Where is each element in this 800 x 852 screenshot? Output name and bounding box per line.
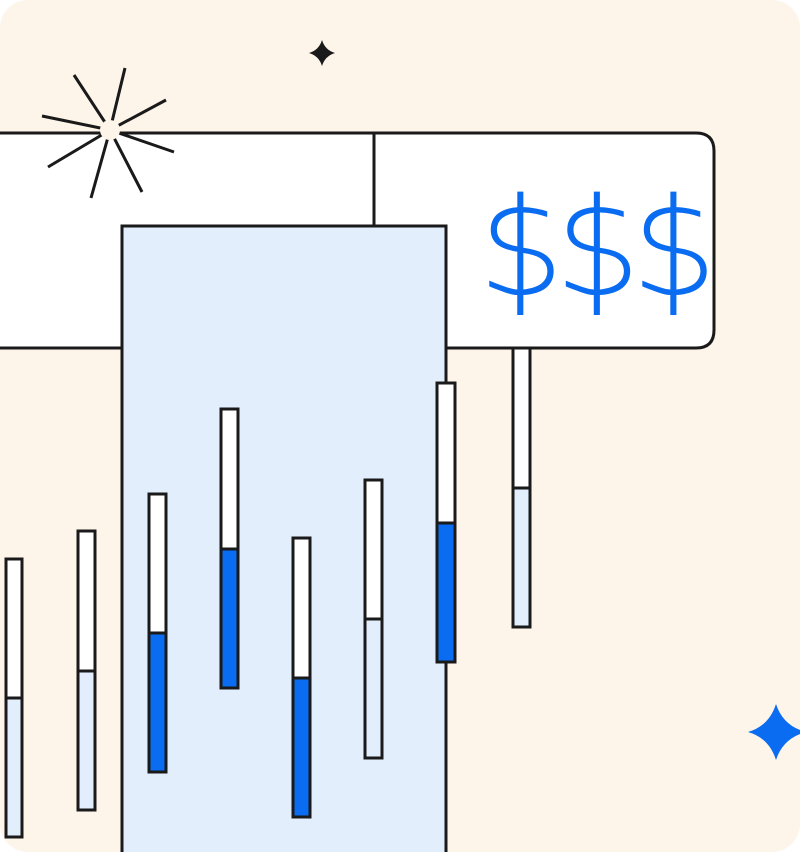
bar-5-top	[291, 536, 312, 680]
bar-7-top	[435, 381, 457, 525]
bar-3	[147, 492, 168, 774]
bar-4-fill	[219, 547, 240, 690]
bar-8-fill	[511, 486, 532, 629]
bar-8	[511, 346, 532, 629]
bar-1-fill	[4, 696, 24, 839]
bars-group	[4, 346, 532, 839]
blue-star-icon	[748, 704, 800, 760]
bar-2-top	[76, 529, 97, 673]
bar-1	[4, 557, 24, 839]
bar-7	[435, 381, 457, 664]
small-star-icon	[309, 40, 335, 66]
bar-5-fill	[291, 676, 312, 819]
bar-6-fill	[363, 617, 384, 760]
bar-5	[291, 536, 312, 819]
bar-8-top	[511, 346, 532, 490]
bar-3-top	[147, 492, 168, 635]
bar-2-fill	[76, 669, 97, 812]
bar-1-top	[4, 557, 24, 700]
bar-4	[219, 407, 240, 690]
bar-3-fill	[147, 631, 168, 774]
bar-4-top	[219, 407, 240, 551]
bar-6	[363, 478, 384, 760]
dollar-signs-text: $$$	[478, 170, 708, 328]
sparkle-burst-center	[100, 120, 120, 140]
bar-2	[76, 529, 97, 812]
bar-6-top	[363, 478, 384, 621]
blue-panel	[120, 224, 448, 852]
sparkle-burst-icon	[41, 67, 175, 199]
bar-7-fill	[435, 521, 457, 664]
